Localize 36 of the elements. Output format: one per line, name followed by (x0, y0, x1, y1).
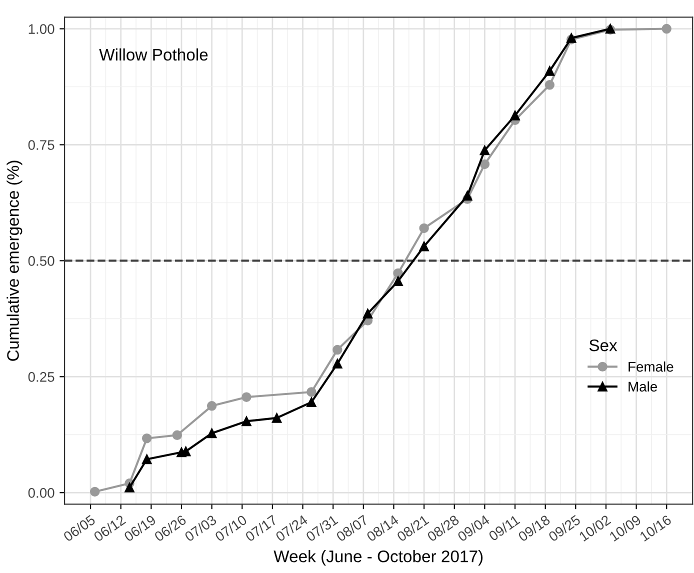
point (362, 308, 373, 318)
point (306, 397, 316, 408)
point (206, 401, 217, 411)
point (242, 416, 252, 426)
y-tick-label: 0.00 (28, 488, 54, 498)
point (242, 392, 252, 402)
point (306, 387, 316, 397)
point (142, 434, 152, 444)
y-axis-title: Cumulative emergence (%) (6, 160, 22, 361)
point (124, 482, 134, 492)
point (206, 428, 217, 438)
x-axis-title: Week (June - October 2017) (274, 550, 483, 566)
point (544, 80, 555, 90)
point (480, 145, 490, 156)
y-tick-label: 1.00 (28, 24, 54, 34)
point (332, 344, 342, 355)
point (332, 358, 342, 369)
legend-title: Sex (589, 339, 618, 352)
point (462, 190, 472, 201)
y-tick-label: 0.75 (28, 140, 54, 150)
point (419, 223, 429, 234)
point (480, 159, 490, 170)
point (172, 430, 182, 440)
point (272, 413, 282, 423)
legend-label: Female (628, 361, 674, 372)
point (510, 110, 520, 120)
point (142, 454, 152, 464)
y-tick-label: 0.25 (28, 372, 54, 382)
legend-label: Male (628, 381, 658, 392)
annotation: Willow Pothole (99, 48, 208, 61)
point (419, 241, 429, 252)
point (393, 276, 403, 286)
y-tick-label: 0.50 (28, 256, 54, 266)
point (90, 486, 100, 497)
point (544, 66, 555, 76)
point (662, 24, 672, 34)
